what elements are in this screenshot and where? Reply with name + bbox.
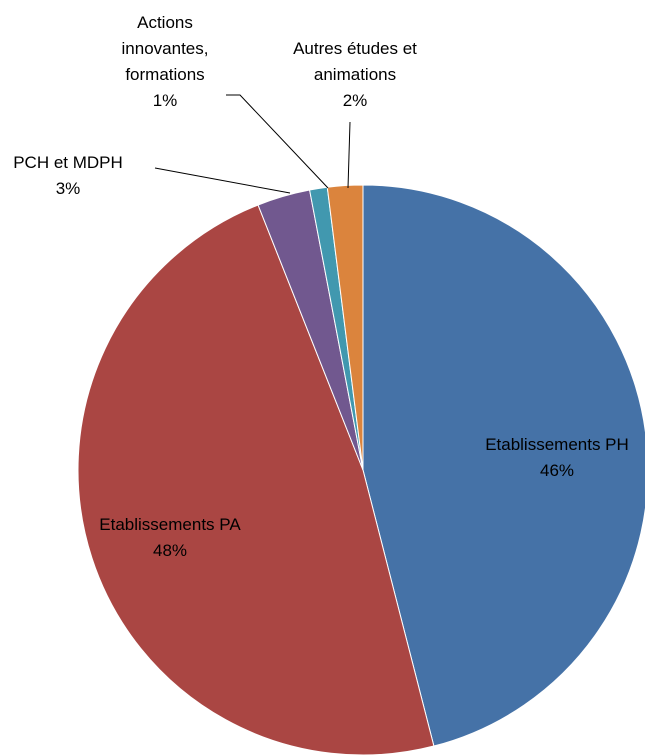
slice-label: Actions innovantes, formations 1% bbox=[105, 10, 225, 114]
value-label: 3% bbox=[55, 179, 81, 198]
leader-line bbox=[347, 121, 351, 189]
category-label: Etablissements PA bbox=[99, 515, 241, 534]
leader-line bbox=[154, 167, 291, 194]
value-label: 46% bbox=[539, 461, 575, 480]
pie-slice bbox=[362, 184, 645, 747]
category-label: PCH et MDPH bbox=[13, 153, 123, 172]
pie-slice bbox=[77, 204, 435, 755]
category-label: Etablissements PH bbox=[485, 435, 629, 454]
category-label: Autres études et animations bbox=[293, 39, 417, 84]
slice-label: Etablissements PA 48% bbox=[90, 512, 250, 564]
leader-line bbox=[226, 94, 329, 189]
value-label: 48% bbox=[152, 541, 188, 560]
category-label: Actions innovantes, formations bbox=[121, 13, 209, 84]
slice-label: Etablissements PH 46% bbox=[477, 432, 637, 484]
slice-label: Autres études et animations 2% bbox=[275, 36, 435, 114]
slice-label: PCH et MDPH 3% bbox=[0, 150, 138, 202]
value-label: 1% bbox=[152, 91, 178, 110]
value-label: 2% bbox=[342, 91, 368, 110]
